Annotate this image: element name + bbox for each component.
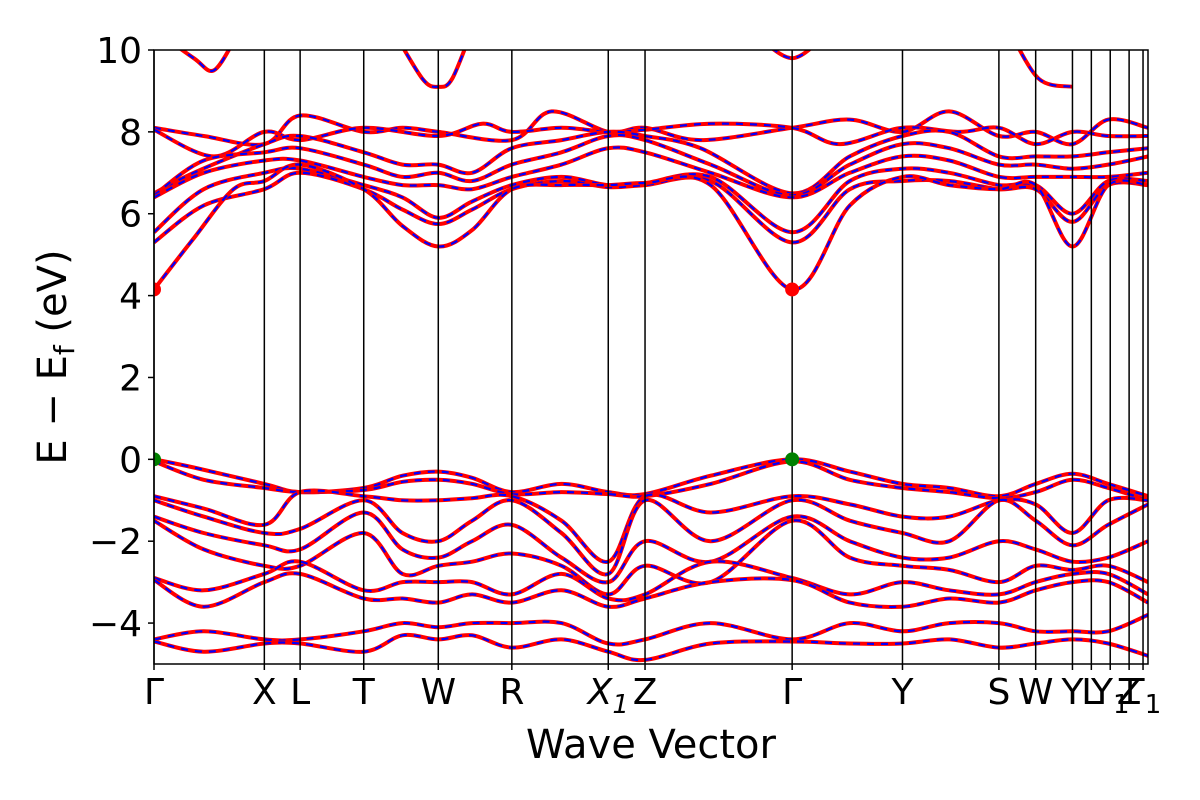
- y-tick-label-7: 10: [96, 31, 142, 72]
- band-line-solid-8: [154, 162, 1148, 292]
- band-line-dashed-10: [403, 50, 466, 88]
- x-axis-label: Wave Vector: [526, 722, 777, 768]
- extremum-marker-0: [154, 452, 161, 467]
- x-tick-label-6: X1: [586, 672, 629, 720]
- x-tick-label-main-10: S: [987, 672, 1010, 713]
- bands-layer: [154, 50, 1148, 663]
- extremum-marker-2: [154, 282, 161, 297]
- band-line-solid-0: [178, 50, 232, 73]
- x-tick-label-4: W: [420, 672, 456, 713]
- x-tick-label-main-3: T: [352, 672, 376, 713]
- x-tick-label-main-7: Z: [633, 672, 658, 713]
- x-tick-label-15: Z: [1117, 672, 1142, 713]
- x-tick-label-10: S: [987, 672, 1010, 713]
- y-tick-label-0: −4: [89, 604, 142, 645]
- x-tick-label-11: W: [1018, 672, 1054, 713]
- band-line-dashed-5: [154, 146, 1148, 199]
- y-axis-label-sub: f: [48, 344, 81, 355]
- y-tick-label-6: 8: [119, 113, 142, 154]
- x-tick-label-sub-14: 1: [1113, 690, 1130, 720]
- band-line-dashed-3: [154, 129, 1148, 195]
- y-axis-label-unit: (eV): [30, 249, 76, 345]
- y-tick-label-4: 4: [119, 277, 142, 318]
- x-tick-label-main-2: L: [290, 672, 310, 713]
- x-tick-label-9: Y: [890, 672, 914, 713]
- band-line-dashed-14: [154, 489, 1148, 563]
- y-tick-label-1: −2: [89, 522, 142, 563]
- x-tick-label-main-1: X: [252, 672, 277, 713]
- x-tick-label-main-12: Y: [1060, 672, 1084, 713]
- y-ticks: −4 −2 0 2 4 6 8 10: [89, 31, 154, 645]
- x-tick-label-12: Y: [1060, 672, 1084, 713]
- x-tick-label-1: X: [252, 672, 277, 713]
- x-tick-label-main-15: Z: [1117, 672, 1142, 713]
- y-axis-label-main: E − E: [30, 355, 76, 465]
- x-tick-label-main-13: L: [1081, 672, 1101, 713]
- x-tick-label-main-6: X: [586, 672, 614, 713]
- band-line-solid-19: [154, 571, 1148, 609]
- x-tick-label-5: R: [499, 672, 524, 713]
- y-tick-label-2: 0: [119, 440, 142, 481]
- extremum-marker-3: [785, 282, 800, 297]
- x-tick-label-main-8: Γ: [782, 672, 802, 713]
- x-tick-label-13: L: [1081, 672, 1101, 713]
- band-line-dashed-7: [154, 171, 1148, 244]
- x-tick-label-7: Z: [633, 672, 658, 713]
- x-tick-label-main-9: Y: [890, 672, 914, 713]
- x-tick-label-sub-6: 1: [612, 690, 629, 720]
- extremum-marker-1: [785, 452, 800, 467]
- x-tick-label-main-16: Γ: [1125, 672, 1145, 713]
- x-tick-label-0: Γ: [144, 672, 164, 713]
- x-tick-label-8: Γ: [782, 672, 802, 713]
- plot-frame: [153, 49, 1149, 665]
- x-tick-label-sub-16: 1: [1145, 690, 1162, 720]
- x-tick-label-14: Y1: [1090, 672, 1130, 720]
- band-line-solid-21: [154, 632, 1148, 663]
- band-line-solid-9: [771, 50, 812, 61]
- extrema-markers: [154, 282, 800, 467]
- x-tick-label-main-0: Γ: [144, 672, 164, 713]
- x-tick-label-3: T: [352, 672, 376, 713]
- band-line-dashed-16: [154, 511, 1148, 584]
- band-line-dashed-15: [154, 498, 1148, 576]
- x-tick-label-main-5: R: [499, 672, 524, 713]
- x-tick-label-main-14: Y: [1090, 672, 1114, 713]
- x-tick-label-2: L: [290, 672, 310, 713]
- band-line-solid-11: [1017, 50, 1073, 89]
- band-line-dashed-11: [1018, 50, 1073, 88]
- y-tick-label-3: 2: [119, 358, 142, 399]
- y-tick-label-5: 6: [119, 195, 142, 236]
- x-tick-label-main-11: W: [1018, 672, 1054, 713]
- band-line-dashed-9: [772, 50, 811, 60]
- x-tick-label-main-4: W: [420, 672, 456, 713]
- x-tick-label-16: Γ1: [1125, 672, 1162, 720]
- band-line-dashed-17: [154, 519, 1148, 596]
- y-axis-label: E − Ef (eV): [30, 249, 81, 464]
- band-line-solid-20: [154, 613, 1148, 647]
- band-line-dashed-4: [154, 133, 1148, 197]
- band-line-dashed-18: [154, 560, 1148, 602]
